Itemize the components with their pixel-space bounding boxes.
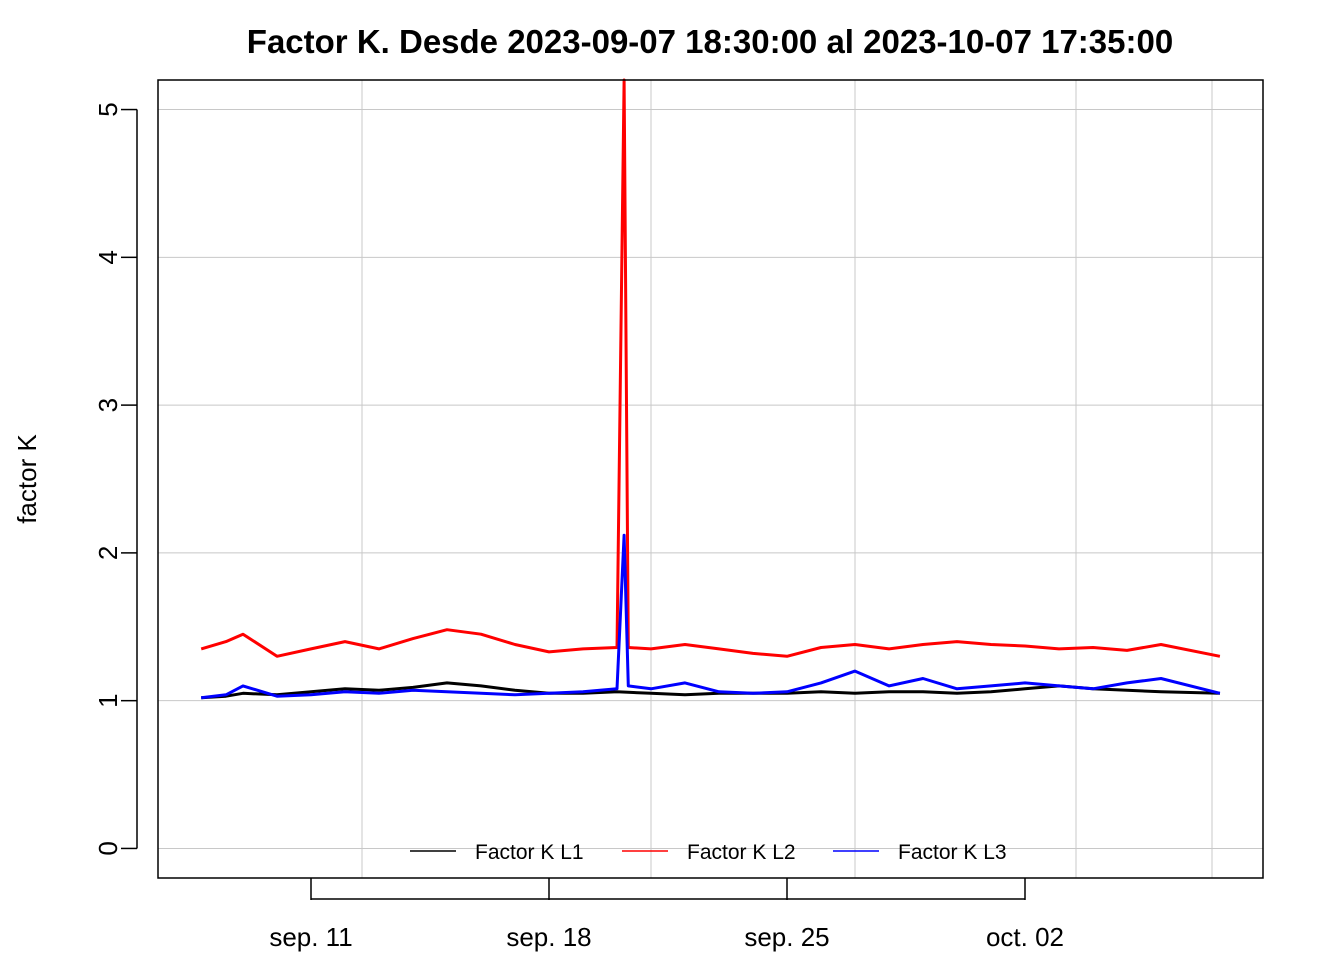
chart-title: Factor K. Desde 2023-09-07 18:30:00 al 2…: [247, 23, 1173, 60]
x-tick-label: sep. 25: [744, 922, 829, 952]
grid: [158, 80, 1263, 878]
legend-label: Factor K L3: [898, 841, 1007, 864]
y-tick-label: 5: [93, 102, 123, 116]
x-tick-label: sep. 11: [269, 922, 352, 952]
x-tick-label: oct. 02: [986, 922, 1064, 952]
series-line-factor-k-l3: [201, 533, 1221, 700]
y-axis: 0 1 2 3 4 5: [93, 102, 138, 856]
series-lines: [200, 78, 1221, 700]
y-tick-label: 0: [93, 841, 123, 855]
y-tick-label: 3: [93, 398, 123, 412]
legend: Factor K L1 Factor K L2 Factor K L3: [410, 841, 1007, 864]
series-line-factor-k-l2: [200, 78, 1221, 658]
y-axis-label: factor K: [12, 434, 42, 524]
y-tick-label: 2: [93, 546, 123, 560]
legend-label: Factor K L2: [687, 841, 796, 864]
x-tick-label: sep. 18: [506, 922, 591, 952]
x-axis: sep. 11 sep. 18 sep. 25 oct. 02: [269, 878, 1064, 952]
series-line-factor-k-l1: [201, 681, 1220, 700]
plot-frame: [157, 79, 1264, 879]
legend-label: Factor K L1: [475, 841, 584, 864]
y-tick-label: 4: [93, 250, 123, 264]
y-tick-label: 1: [93, 693, 123, 707]
